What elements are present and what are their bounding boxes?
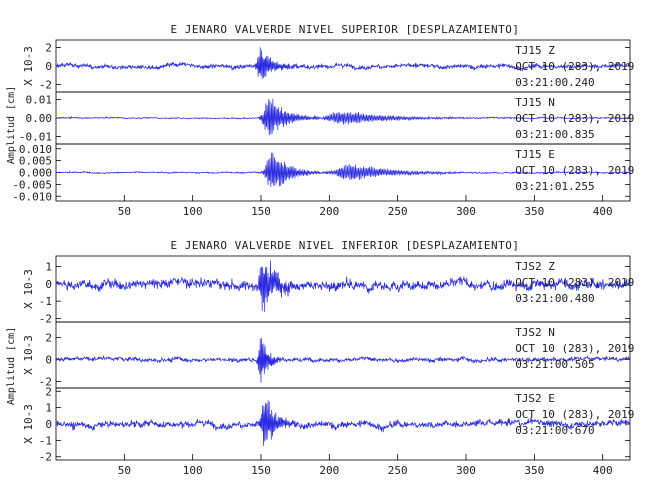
y-tick-label: 0 [45, 353, 52, 366]
x-tick-label: 400 [593, 464, 613, 477]
trace-panel-tj15-n: 0.01 0.00 -0.01 TJ15 N OCT 10 (283), 2019 03:… [19, 91, 634, 145]
trace-panel-tjs2-n: 2 0 -2 X 10-3 TJS2 N OCT 10 (283), 2019 03:21:… [22, 321, 634, 389]
trace-time-label: 03:21:00.505 [515, 358, 594, 371]
chart-title-inferior: E JENARO VALVERDE NIVEL INFERIOR [DESPLA… [170, 239, 519, 252]
x-tick-label: 50 [118, 205, 131, 218]
x-tick-label: 150 [251, 464, 271, 477]
trace-time-label: 03:21:00.670 [515, 424, 594, 437]
y-tick-label: 0 [45, 278, 52, 291]
x-tick-label: 200 [319, 205, 339, 218]
x-tick-label: 300 [456, 205, 476, 218]
trace-date-label: OCT 10 (283), 2019 [515, 276, 634, 289]
y-tick-label: 0.010 [19, 143, 52, 156]
trace-channel-label: TJS2 Z [515, 260, 555, 273]
waveform-trace [55, 338, 631, 383]
waveform-trace [55, 47, 631, 79]
trace-panel-tjs2-z: 1 0 -1 -2 X 10-3 TJS2 Z OCT 10 (283), 2019 03:2… [22, 255, 634, 326]
trace-channel-label: TJS2 N [515, 326, 555, 339]
y-tick-label: 1 [45, 260, 52, 273]
trace-panel-tjs2-e: 2 1 0 -1 -2 X 10-3 TJS2 E OCT 10 (283), 2019 03:… [22, 385, 634, 463]
y-tick-label: 2 [45, 385, 52, 398]
x-tick-label: 200 [319, 464, 339, 477]
y-tick-label: -0.01 [19, 131, 52, 144]
y-tick-label: 0.00 [26, 112, 53, 125]
y-tick-label: -2 [39, 375, 52, 388]
waveform-trace [55, 400, 631, 446]
y-tick-label: 0.000 [19, 167, 52, 180]
trace-time-label: 03:21:00.835 [515, 128, 594, 141]
y-scale-label: X 10-3 [22, 46, 35, 86]
y-tick-label: 0.005 [19, 155, 52, 168]
trace-time-label: 03:21:01.255 [515, 180, 594, 193]
y-tick-label: -0.010 [12, 190, 52, 203]
waveform-trace [55, 98, 631, 136]
trace-channel-label: TJ15 N [515, 96, 555, 109]
x-tick-label: 50 [118, 464, 131, 477]
waveform-trace [55, 260, 631, 313]
y-tick-label: 1 [45, 402, 52, 415]
x-tick-label: 150 [251, 205, 271, 218]
x-tick-label: 350 [524, 205, 544, 218]
x-tick-label: 100 [183, 464, 203, 477]
y-axis-label-inferior: Amplitud [cm] [6, 327, 17, 405]
trace-channel-label: TJ15 Z [515, 44, 555, 57]
trace-channel-label: TJS2 E [515, 392, 555, 405]
waveform-trace [55, 152, 631, 187]
trace-date-label: OCT 10 (283), 2019 [515, 342, 634, 355]
y-tick-label: -2 [39, 451, 52, 464]
trace-date-label: OCT 10 (283), 2019 [515, 112, 634, 125]
x-tick-label: 250 [388, 464, 408, 477]
trace-time-label: 03:21:00.240 [515, 76, 594, 89]
y-tick-label: 0.01 [26, 93, 53, 106]
x-tick-label: 350 [524, 464, 544, 477]
x-tick-label: 250 [388, 205, 408, 218]
x-tick-label: 300 [456, 464, 476, 477]
y-scale-label: X 10-3 [22, 269, 35, 309]
trace-date-label: OCT 10 (283), 2019 [515, 164, 634, 177]
x-tick-label: 100 [183, 205, 203, 218]
y-tick-label: -1 [39, 434, 52, 447]
y-tick-label: 0 [45, 418, 52, 431]
y-axis-label-superior: Amplitud [cm] [6, 86, 17, 164]
trace-time-label: 03:21:00.480 [515, 292, 594, 305]
trace-date-label: OCT 10 (283), 2019 [515, 60, 634, 73]
chart-title-superior: E JENARO VALVERDE NIVEL SUPERIOR [DESPLA… [170, 23, 519, 36]
y-scale-label: X 10-3 [22, 335, 35, 375]
y-tick-label: -0.005 [12, 178, 52, 191]
y-tick-label: 0 [45, 60, 52, 73]
trace-date-label: OCT 10 (283), 2019 [515, 408, 634, 421]
y-tick-label: -2 [39, 313, 52, 326]
trace-panel-tj15-z: 2 0 -2 X 10-3 TJ15 Z OCT 10 (283), 2019 03:21:… [22, 39, 634, 93]
x-tick-label: 400 [593, 205, 613, 218]
y-scale-label: X 10-3 [22, 404, 35, 444]
y-tick-label: -2 [39, 79, 52, 92]
trace-channel-label: TJ15 E [515, 148, 555, 161]
y-tick-label: 2 [45, 331, 52, 344]
y-tick-label: 2 [45, 41, 52, 54]
y-tick-label: -1 [39, 295, 52, 308]
